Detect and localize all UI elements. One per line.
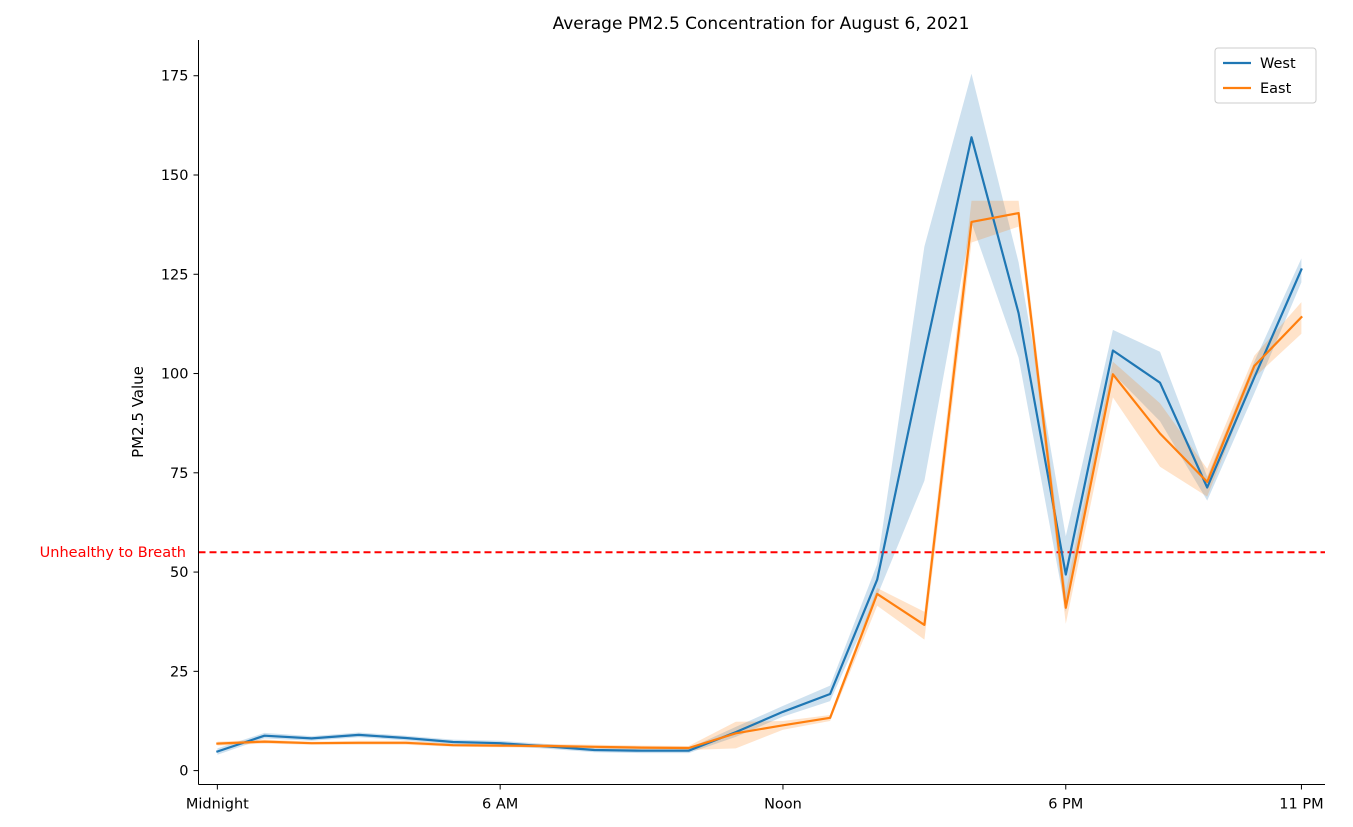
confidence-bands bbox=[217, 73, 1302, 755]
data-point-west bbox=[1253, 377, 1255, 379]
band-east bbox=[217, 200, 1302, 751]
data-point-east bbox=[216, 743, 218, 745]
data-point-east bbox=[311, 742, 313, 744]
data-point-west bbox=[1300, 269, 1302, 271]
legend-label-west: West bbox=[1260, 56, 1296, 72]
axes bbox=[198, 40, 1325, 785]
data-point-west bbox=[876, 579, 878, 581]
x-tick-label: Noon bbox=[764, 797, 802, 813]
data-point-east bbox=[829, 717, 831, 719]
data-point-east bbox=[1206, 481, 1208, 483]
data-point-west bbox=[311, 737, 313, 739]
data-point-east bbox=[1065, 607, 1067, 609]
data-point-east bbox=[641, 747, 643, 749]
data-point-west bbox=[452, 741, 454, 743]
data-point-west bbox=[1206, 487, 1208, 489]
data-point-east bbox=[546, 745, 548, 747]
legend-label-east: East bbox=[1260, 81, 1292, 97]
legend: West East bbox=[1214, 47, 1317, 104]
data-point-east bbox=[593, 746, 595, 748]
y-axis-label: PM2.5 Value bbox=[129, 366, 147, 458]
data-point-east bbox=[688, 747, 690, 749]
data-point-east bbox=[923, 624, 925, 626]
y-tick-label: 50 bbox=[170, 565, 188, 581]
data-point-west bbox=[641, 750, 643, 752]
y-tick-label: 175 bbox=[161, 69, 189, 85]
data-point-west bbox=[782, 711, 784, 713]
data-point-west bbox=[829, 693, 831, 695]
chart-title: Average PM2.5 Concentration for August 6… bbox=[553, 14, 970, 34]
y-tick-label: 150 bbox=[161, 168, 189, 184]
data-point-west bbox=[1159, 382, 1161, 384]
data-point-west bbox=[593, 749, 595, 751]
data-point-east bbox=[735, 732, 737, 734]
data-point-east bbox=[452, 744, 454, 746]
legend-box bbox=[1214, 47, 1317, 104]
y-tick-label: 125 bbox=[161, 267, 189, 283]
data-point-west bbox=[1065, 574, 1067, 576]
data-point-east bbox=[1300, 316, 1302, 318]
data-point-east bbox=[876, 593, 878, 595]
x-ticks: Midnight 6 AM Noon 6 PM 11 PM bbox=[186, 784, 1324, 813]
data-point-west bbox=[1018, 312, 1020, 314]
data-point-west bbox=[688, 750, 690, 752]
series-lines bbox=[216, 136, 1303, 753]
data-point-west bbox=[216, 751, 218, 753]
data-point-east bbox=[1253, 365, 1255, 367]
data-point-west bbox=[1112, 350, 1114, 352]
data-point-east bbox=[499, 745, 501, 747]
data-point-east bbox=[1018, 212, 1020, 214]
y-tick-label: 75 bbox=[170, 466, 188, 482]
data-point-east bbox=[264, 741, 266, 743]
data-point-west bbox=[923, 354, 925, 356]
x-tick-label: 6 AM bbox=[482, 797, 518, 813]
data-point-west bbox=[264, 735, 266, 737]
data-point-west bbox=[971, 136, 973, 138]
data-point-east bbox=[1112, 373, 1114, 375]
series-line-east bbox=[216, 212, 1303, 750]
data-point-east bbox=[971, 221, 973, 223]
data-point-west bbox=[358, 734, 360, 736]
y-tick-label: 0 bbox=[179, 764, 188, 780]
x-tick-label: 6 PM bbox=[1048, 797, 1083, 813]
y-ticks: 0 25 50 75 100 125 150 175 bbox=[161, 69, 199, 780]
data-point-east bbox=[1159, 433, 1161, 435]
threshold-layer: Unhealthy to Breath bbox=[40, 545, 1325, 561]
data-point-east bbox=[358, 742, 360, 744]
y-tick-label: 100 bbox=[161, 367, 189, 383]
threshold-label: Unhealthy to Breath bbox=[40, 545, 186, 561]
x-tick-label: 11 PM bbox=[1279, 797, 1323, 813]
y-tick-label: 25 bbox=[170, 664, 188, 680]
data-point-east bbox=[405, 742, 407, 744]
data-point-west bbox=[405, 737, 407, 739]
data-point-east bbox=[782, 724, 784, 726]
data-point-west bbox=[499, 742, 501, 744]
series-line-west bbox=[216, 136, 1303, 753]
x-tick-label: Midnight bbox=[186, 797, 249, 813]
